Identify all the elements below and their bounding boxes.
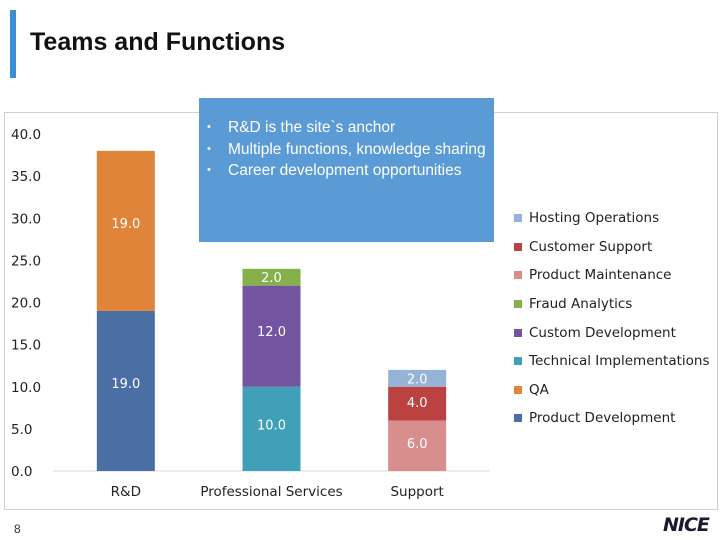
bar-segment (96, 310, 155, 471)
data-label: 12.0 (257, 325, 286, 340)
legend-swatch (514, 300, 522, 309)
legend-item: Customer Support (514, 233, 710, 262)
callout-text: Multiple functions, knowledge sharing (228, 140, 486, 158)
data-label: 19.0 (111, 217, 140, 232)
legend-swatch (514, 328, 522, 337)
x-tick-label: R&D (111, 484, 141, 500)
y-tick-label: 20.0 (11, 296, 41, 312)
callout-box: • R&D is the site`s anchor • Multiple func… (199, 98, 494, 242)
nice-logo: NICE (663, 514, 710, 536)
legend-item: Product Development (514, 404, 710, 433)
bar-segment (388, 386, 447, 421)
y-tick-label: 5.0 (11, 422, 32, 438)
legend-item: Custom Development (514, 318, 710, 347)
data-label: 2.0 (261, 271, 282, 286)
legend-item: Product Maintenance (514, 261, 710, 290)
bar-segment (242, 285, 301, 387)
legend-label: Product Maintenance (529, 267, 672, 284)
legend-label: QA (529, 381, 549, 398)
y-tick-label: 40.0 (11, 127, 41, 143)
callout-text: Career development opportunities (228, 162, 462, 179)
callout-item: • Multiple functions, knowledge sharing (207, 139, 486, 161)
chart-legend: Hosting Operations Customer Support Produc… (514, 204, 710, 433)
y-tick-label: 0.0 (11, 464, 32, 480)
callout-item: • Career development opportunities (207, 160, 486, 182)
legend-label: Customer Support (529, 238, 653, 255)
slide-title: Teams and Functions (30, 28, 286, 56)
bar-segment (388, 369, 447, 387)
callout-text: R&D is the site`s anchor (228, 119, 396, 136)
y-tick-label: 30.0 (11, 211, 41, 227)
y-tick-label: 25.0 (11, 253, 41, 269)
data-label: 6.0 (407, 437, 428, 452)
legend-swatch (514, 271, 522, 280)
y-tick-label: 10.0 (11, 380, 41, 396)
data-label: 10.0 (257, 419, 286, 434)
legend-item: QA (514, 376, 710, 405)
bar-segment (388, 420, 447, 471)
bullet-icon: • (207, 121, 211, 133)
data-label: 19.0 (111, 377, 140, 392)
page-number: 8 (14, 522, 21, 536)
title-accent-bar (10, 10, 16, 78)
legend-swatch (514, 414, 522, 423)
legend-item: Fraud Analytics (514, 290, 710, 319)
bar-segment (242, 386, 301, 471)
legend-swatch (514, 214, 522, 223)
bar-segment (242, 268, 301, 286)
bar-segment (96, 150, 155, 311)
y-tick-label: 35.0 (11, 169, 41, 185)
legend-label: Custom Development (529, 324, 676, 341)
callout-item: • R&D is the site`s anchor (207, 117, 486, 139)
legend-label: Fraud Analytics (529, 296, 633, 313)
x-tick-label: Support (390, 484, 443, 500)
stacked-bar-chart: 0.0 5.0 10.0 15.0 20.0 25.0 30.0 35.0 40.0 19.0 19… (11, 127, 490, 500)
legend-item: Technical Implementations (514, 347, 710, 376)
x-tick-label: Professional Services (200, 484, 342, 500)
legend-label: Hosting Operations (529, 210, 660, 227)
data-label: 4.0 (407, 396, 428, 411)
bullet-icon: • (207, 164, 211, 176)
legend-item: Hosting Operations (514, 204, 710, 233)
legend-label: Product Development (529, 410, 676, 427)
legend-swatch (514, 242, 522, 251)
legend-label: Technical Implementations (529, 353, 710, 370)
legend-swatch (514, 357, 522, 366)
y-tick-label: 15.0 (11, 338, 41, 354)
legend-swatch (514, 385, 522, 394)
bullet-icon: • (207, 142, 211, 155)
data-label: 2.0 (407, 372, 428, 387)
